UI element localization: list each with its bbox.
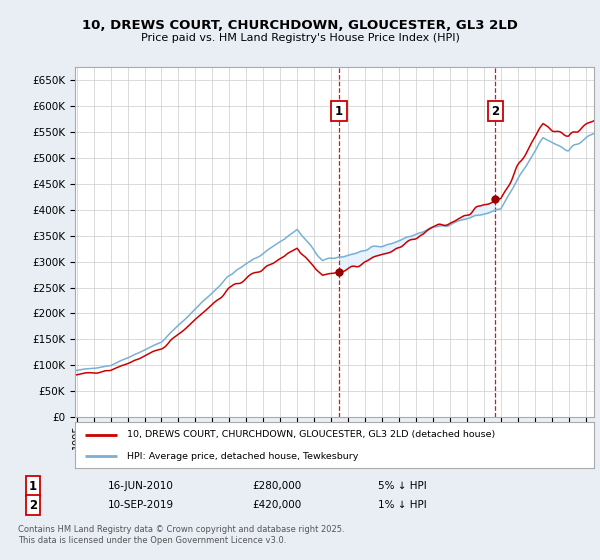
Text: 1% ↓ HPI: 1% ↓ HPI: [378, 500, 427, 510]
Text: Price paid vs. HM Land Registry's House Price Index (HPI): Price paid vs. HM Land Registry's House …: [140, 32, 460, 43]
Text: Contains HM Land Registry data © Crown copyright and database right 2025.
This d: Contains HM Land Registry data © Crown c…: [18, 525, 344, 545]
Text: 10, DREWS COURT, CHURCHDOWN, GLOUCESTER, GL3 2LD: 10, DREWS COURT, CHURCHDOWN, GLOUCESTER,…: [82, 18, 518, 32]
Text: £420,000: £420,000: [252, 500, 301, 510]
Text: 2: 2: [29, 498, 37, 512]
Text: 1: 1: [29, 479, 37, 493]
Text: 5% ↓ HPI: 5% ↓ HPI: [378, 481, 427, 491]
Text: 1: 1: [335, 105, 343, 118]
Text: 10, DREWS COURT, CHURCHDOWN, GLOUCESTER, GL3 2LD (detached house): 10, DREWS COURT, CHURCHDOWN, GLOUCESTER,…: [127, 430, 495, 439]
Text: HPI: Average price, detached house, Tewkesbury: HPI: Average price, detached house, Tewk…: [127, 451, 358, 461]
Text: 16-JUN-2010: 16-JUN-2010: [108, 481, 174, 491]
Text: 2: 2: [491, 105, 500, 118]
Text: £280,000: £280,000: [252, 481, 301, 491]
Text: 10-SEP-2019: 10-SEP-2019: [108, 500, 174, 510]
